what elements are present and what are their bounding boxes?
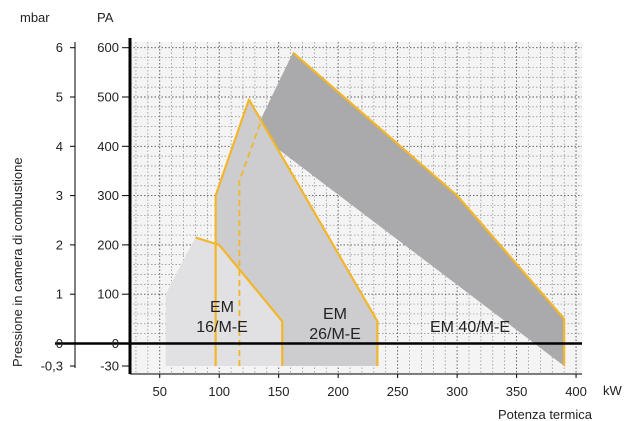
y-unit-left: mbar xyxy=(20,10,50,25)
tick-label-y-pa: 500 xyxy=(97,90,119,105)
tick-label-y-pa: 400 xyxy=(97,139,119,154)
x-unit: kW xyxy=(603,383,623,398)
region-label-layer: EM 40/M-E EM 26/M-E EM 16/M-E xyxy=(196,299,510,343)
tick-label-y-mbar: 2 xyxy=(56,237,63,252)
region-label-em-26-m-e: EM xyxy=(323,306,347,323)
tick-label-y-pa: 0 xyxy=(112,336,119,351)
region-label-em-16-m-e: EM xyxy=(210,299,234,316)
region-label-em-40-m-e: EM 40/M-E xyxy=(430,319,510,336)
tick-label-x: 350 xyxy=(506,384,528,399)
area-layer xyxy=(165,52,565,366)
tick-label-y-mbar: 1 xyxy=(56,287,63,302)
tick-label-x: 300 xyxy=(446,384,468,399)
tick-label-y-mbar: 5 xyxy=(56,90,63,105)
tick-label-y-pa: -30 xyxy=(100,359,119,374)
region-label-em-16-m-e: 16/M-E xyxy=(196,319,248,336)
tick-label-y-mbar: 0 xyxy=(56,336,63,351)
tick-label-x: 400 xyxy=(565,384,587,399)
tick-label-x: 200 xyxy=(327,384,349,399)
tick-layer: 600 500 400 300 200 100 0 -30 6 5 4 3 2 1 0 -0,3 50 100 15… xyxy=(41,40,587,399)
tick-label-y-mbar: 6 xyxy=(56,40,63,55)
tick-label-x: 50 xyxy=(153,384,167,399)
axis-layer xyxy=(55,38,582,375)
x-axis-label: Potenza termica xyxy=(498,407,593,421)
region-label-em-26-m-e: 26/M-E xyxy=(309,326,361,343)
tick-label-y-pa: 200 xyxy=(97,237,119,252)
tick-label-x: 150 xyxy=(268,384,290,399)
tick-label-x: 100 xyxy=(208,384,230,399)
y-unit-right: PA xyxy=(97,10,114,25)
y-axis-label: Pressione in camera di combustione xyxy=(10,157,25,367)
tick-label-y-mbar: -0,3 xyxy=(41,359,63,374)
tick-label-y-pa: 300 xyxy=(97,188,119,203)
reference-curve-dashed xyxy=(238,121,262,366)
area-em-16-m-e xyxy=(165,237,283,366)
tick-label-y-pa: 600 xyxy=(97,40,119,55)
tick-label-y-mbar: 3 xyxy=(56,188,63,203)
tick-label-y-pa: 100 xyxy=(97,287,119,302)
tick-label-x: 250 xyxy=(387,384,409,399)
tick-label-y-mbar: 4 xyxy=(56,139,63,154)
area-em-40-m-e xyxy=(254,52,565,366)
